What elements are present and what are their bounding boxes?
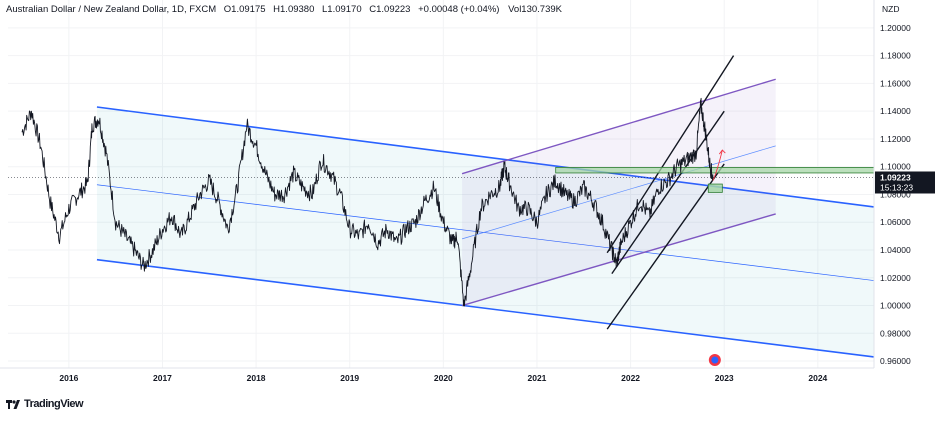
time-axis[interactable]: 2016 2017 2018 2019 2020 2021 2022 2023 2024 bbox=[0, 367, 874, 383]
price-tick-label: 1.16000 bbox=[880, 78, 911, 88]
low-value: L1.09170 bbox=[322, 4, 362, 15]
price-tick-label: 1.20000 bbox=[880, 23, 911, 33]
price-tick-label: 1.06000 bbox=[880, 217, 911, 227]
last-price-label: 1.09223 bbox=[880, 172, 911, 182]
tradingview-footer[interactable]: TradingView bbox=[6, 398, 84, 410]
supply-zone bbox=[555, 166, 875, 174]
chart-legend: Australian Dollar / New Zealand Dollar, … bbox=[6, 4, 562, 15]
time-tick-label: 2017 bbox=[153, 373, 172, 383]
countdown-label: 15:13:23 bbox=[880, 182, 913, 192]
time-tick-label: 2022 bbox=[621, 373, 640, 383]
currency-label: NZD bbox=[882, 4, 899, 14]
demand-zone bbox=[707, 183, 723, 193]
grid bbox=[8, 0, 874, 368]
tradingview-logo-icon bbox=[6, 399, 20, 409]
price-tick-label: 1.02000 bbox=[880, 273, 911, 283]
time-tick-label: 2020 bbox=[434, 373, 453, 383]
event-marker-icon-inner bbox=[711, 356, 719, 364]
rising-channel-median bbox=[461, 145, 776, 240]
change-value: +0.00048 (+0.04%) bbox=[418, 4, 500, 15]
ascending-line-top bbox=[606, 55, 735, 254]
forecast-arrow bbox=[712, 149, 723, 181]
price-tick-label: 1.04000 bbox=[880, 245, 911, 255]
falling-channel-lower bbox=[96, 258, 875, 358]
time-tick-label: 2024 bbox=[808, 373, 827, 383]
symbol-label[interactable]: Australian Dollar / New Zealand Dollar, … bbox=[6, 4, 217, 15]
price-tick-label: 1.18000 bbox=[880, 51, 911, 61]
falling-channel-upper bbox=[96, 106, 875, 208]
price-tick-label: 1.12000 bbox=[880, 134, 911, 144]
volume-value: Vol130.739K bbox=[508, 4, 562, 15]
time-tick-label: 2018 bbox=[247, 373, 266, 383]
price-tick-label: 1.14000 bbox=[880, 106, 911, 116]
time-tick-label: 2021 bbox=[528, 373, 547, 383]
price-series bbox=[21, 97, 714, 307]
price-tick-label: 1.10000 bbox=[880, 162, 911, 172]
rising-channel-upper bbox=[461, 78, 776, 175]
tradingview-brand: TradingView bbox=[24, 398, 84, 410]
close-value: C1.09223 bbox=[369, 4, 411, 15]
price-line bbox=[21, 97, 714, 307]
price-axis[interactable]: NZD 1.20000 1.18000 1.16000 1.14000 1.12000 1.… bbox=[873, 0, 911, 368]
ascending-line-bottom bbox=[606, 163, 725, 330]
price-tick-label: 0.96000 bbox=[880, 356, 911, 366]
time-tick-label: 2016 bbox=[59, 373, 78, 383]
price-tick-label: 0.98000 bbox=[880, 328, 911, 338]
high-value: H1.09380 bbox=[273, 4, 315, 15]
price-tick-label: 1.08000 bbox=[880, 189, 911, 199]
chart-drawings bbox=[8, 55, 875, 366]
time-tick-label: 2023 bbox=[715, 373, 734, 383]
forecast-arrow-head bbox=[718, 149, 726, 155]
open-value: O1.09175 bbox=[223, 4, 266, 15]
last-price-box bbox=[875, 171, 935, 194]
price-tick-label: 1.00000 bbox=[880, 301, 911, 311]
time-tick-label: 2019 bbox=[340, 373, 359, 383]
falling-channel-median bbox=[96, 184, 875, 281]
